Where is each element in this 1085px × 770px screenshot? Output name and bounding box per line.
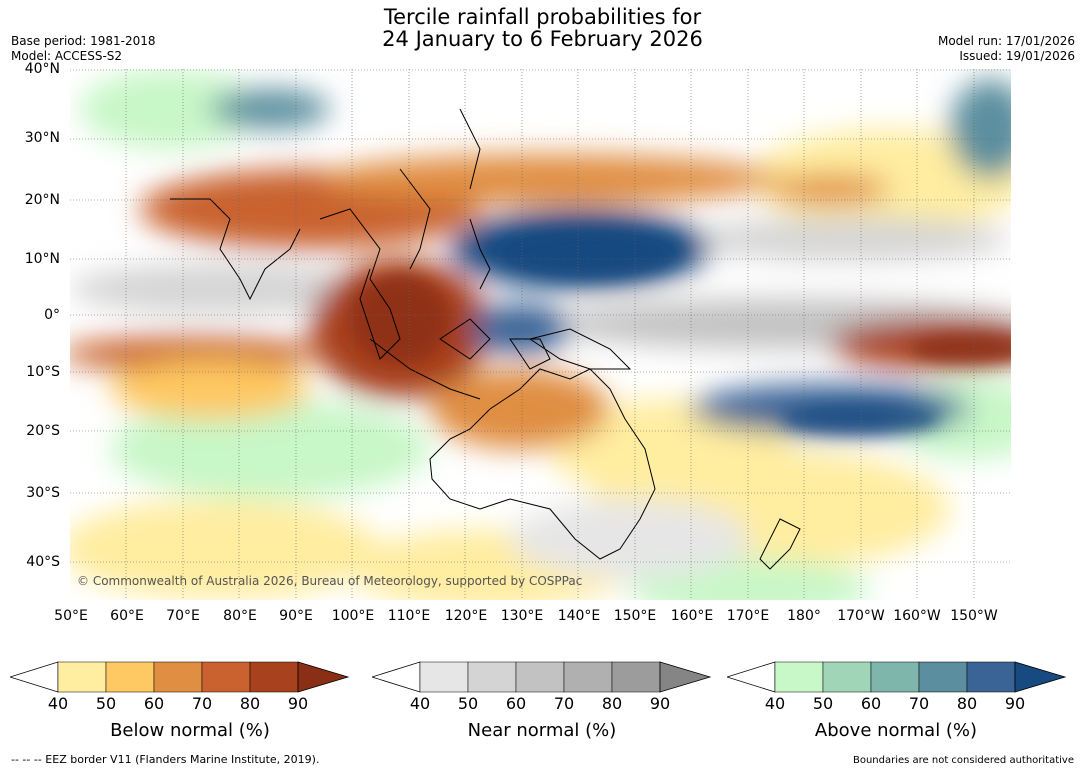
colorbar-near-normal: [372, 661, 712, 693]
colorbar-tick: 80: [956, 694, 978, 713]
lat-label: 40°S: [26, 554, 60, 570]
lon-label: 170°E: [726, 608, 770, 624]
colorbar-title-near: Near normal (%): [467, 720, 617, 741]
colorbar-tick: 80: [601, 694, 623, 713]
colorbar-tick: 90: [1004, 694, 1026, 713]
colorbar-tick: 90: [649, 694, 671, 713]
lon-label: 170°W: [837, 608, 885, 624]
colorbar-tick: 40: [409, 694, 431, 713]
lat-label: 30°N: [24, 130, 60, 146]
lon-label: 70°E: [166, 608, 200, 624]
base-period-text: Base period: 1981-2018: [11, 34, 156, 48]
lon-label: 160°W: [893, 608, 941, 624]
lon-label: 100°E: [331, 608, 375, 624]
lon-label: 80°E: [223, 608, 257, 624]
lon-label: 50°E: [54, 608, 88, 624]
model-text: Model: ACCESS-S2: [11, 49, 123, 63]
map-title-line2: 24 January to 6 February 2026: [382, 27, 703, 51]
model-run-text: Model run: 17/01/2026: [937, 34, 1075, 48]
colorbar-above-normal: [727, 661, 1067, 693]
colorbar-below-normal: [10, 661, 350, 693]
lon-label: 110°E: [387, 608, 431, 624]
lat-label: 20°S: [26, 423, 60, 439]
colorbar-title-below: Below normal (%): [110, 720, 270, 741]
lon-label: 160°E: [670, 608, 714, 624]
colorbar-tick: 50: [95, 694, 117, 713]
lon-label: 90°E: [279, 608, 313, 624]
lat-label: 10°N: [24, 251, 60, 267]
colorbar-tick: 90: [287, 694, 309, 713]
lat-label: 20°N: [24, 192, 60, 208]
colorbar-title-above: Above normal (%): [814, 720, 978, 741]
colorbar-tick: 60: [860, 694, 882, 713]
lon-label: 150°W: [950, 608, 998, 624]
colorbar-tick: 50: [812, 694, 834, 713]
lon-label: 150°E: [613, 608, 657, 624]
colorbar-tick: 40: [47, 694, 69, 713]
copyright-text: © Commonwealth of Australia 2026, Bureau…: [77, 574, 583, 588]
colorbar-tick: 70: [553, 694, 575, 713]
colorbar-tick: 40: [764, 694, 786, 713]
boundaries-disclaimer: Boundaries are not considered authoritat…: [852, 755, 1074, 766]
lon-label: 120°E: [444, 608, 488, 624]
issued-text: Issued: 19/01/2026: [959, 49, 1075, 63]
lon-label: 60°E: [110, 608, 144, 624]
lon-label: 140°E: [557, 608, 601, 624]
colorbar-tick: 70: [191, 694, 213, 713]
colorbar-tick: 60: [143, 694, 165, 713]
colorbar-tick: 80: [239, 694, 261, 713]
map-title-line1: Tercile rainfall probabilities for: [383, 5, 702, 29]
eez-border-note: -- -- -- EEZ border V11 (Flanders Marine…: [11, 753, 320, 766]
lat-label: 30°S: [26, 485, 60, 501]
lon-label: 180°: [787, 608, 821, 624]
colorbar-tick: 50: [457, 694, 479, 713]
rainfall-probability-map: [70, 69, 1011, 600]
lat-label: 0°: [44, 307, 60, 323]
lon-label: 130°E: [500, 608, 544, 624]
lat-label: 40°N: [24, 61, 60, 77]
lat-label: 10°S: [26, 364, 60, 380]
colorbar-tick: 60: [505, 694, 527, 713]
colorbar-tick: 70: [908, 694, 930, 713]
